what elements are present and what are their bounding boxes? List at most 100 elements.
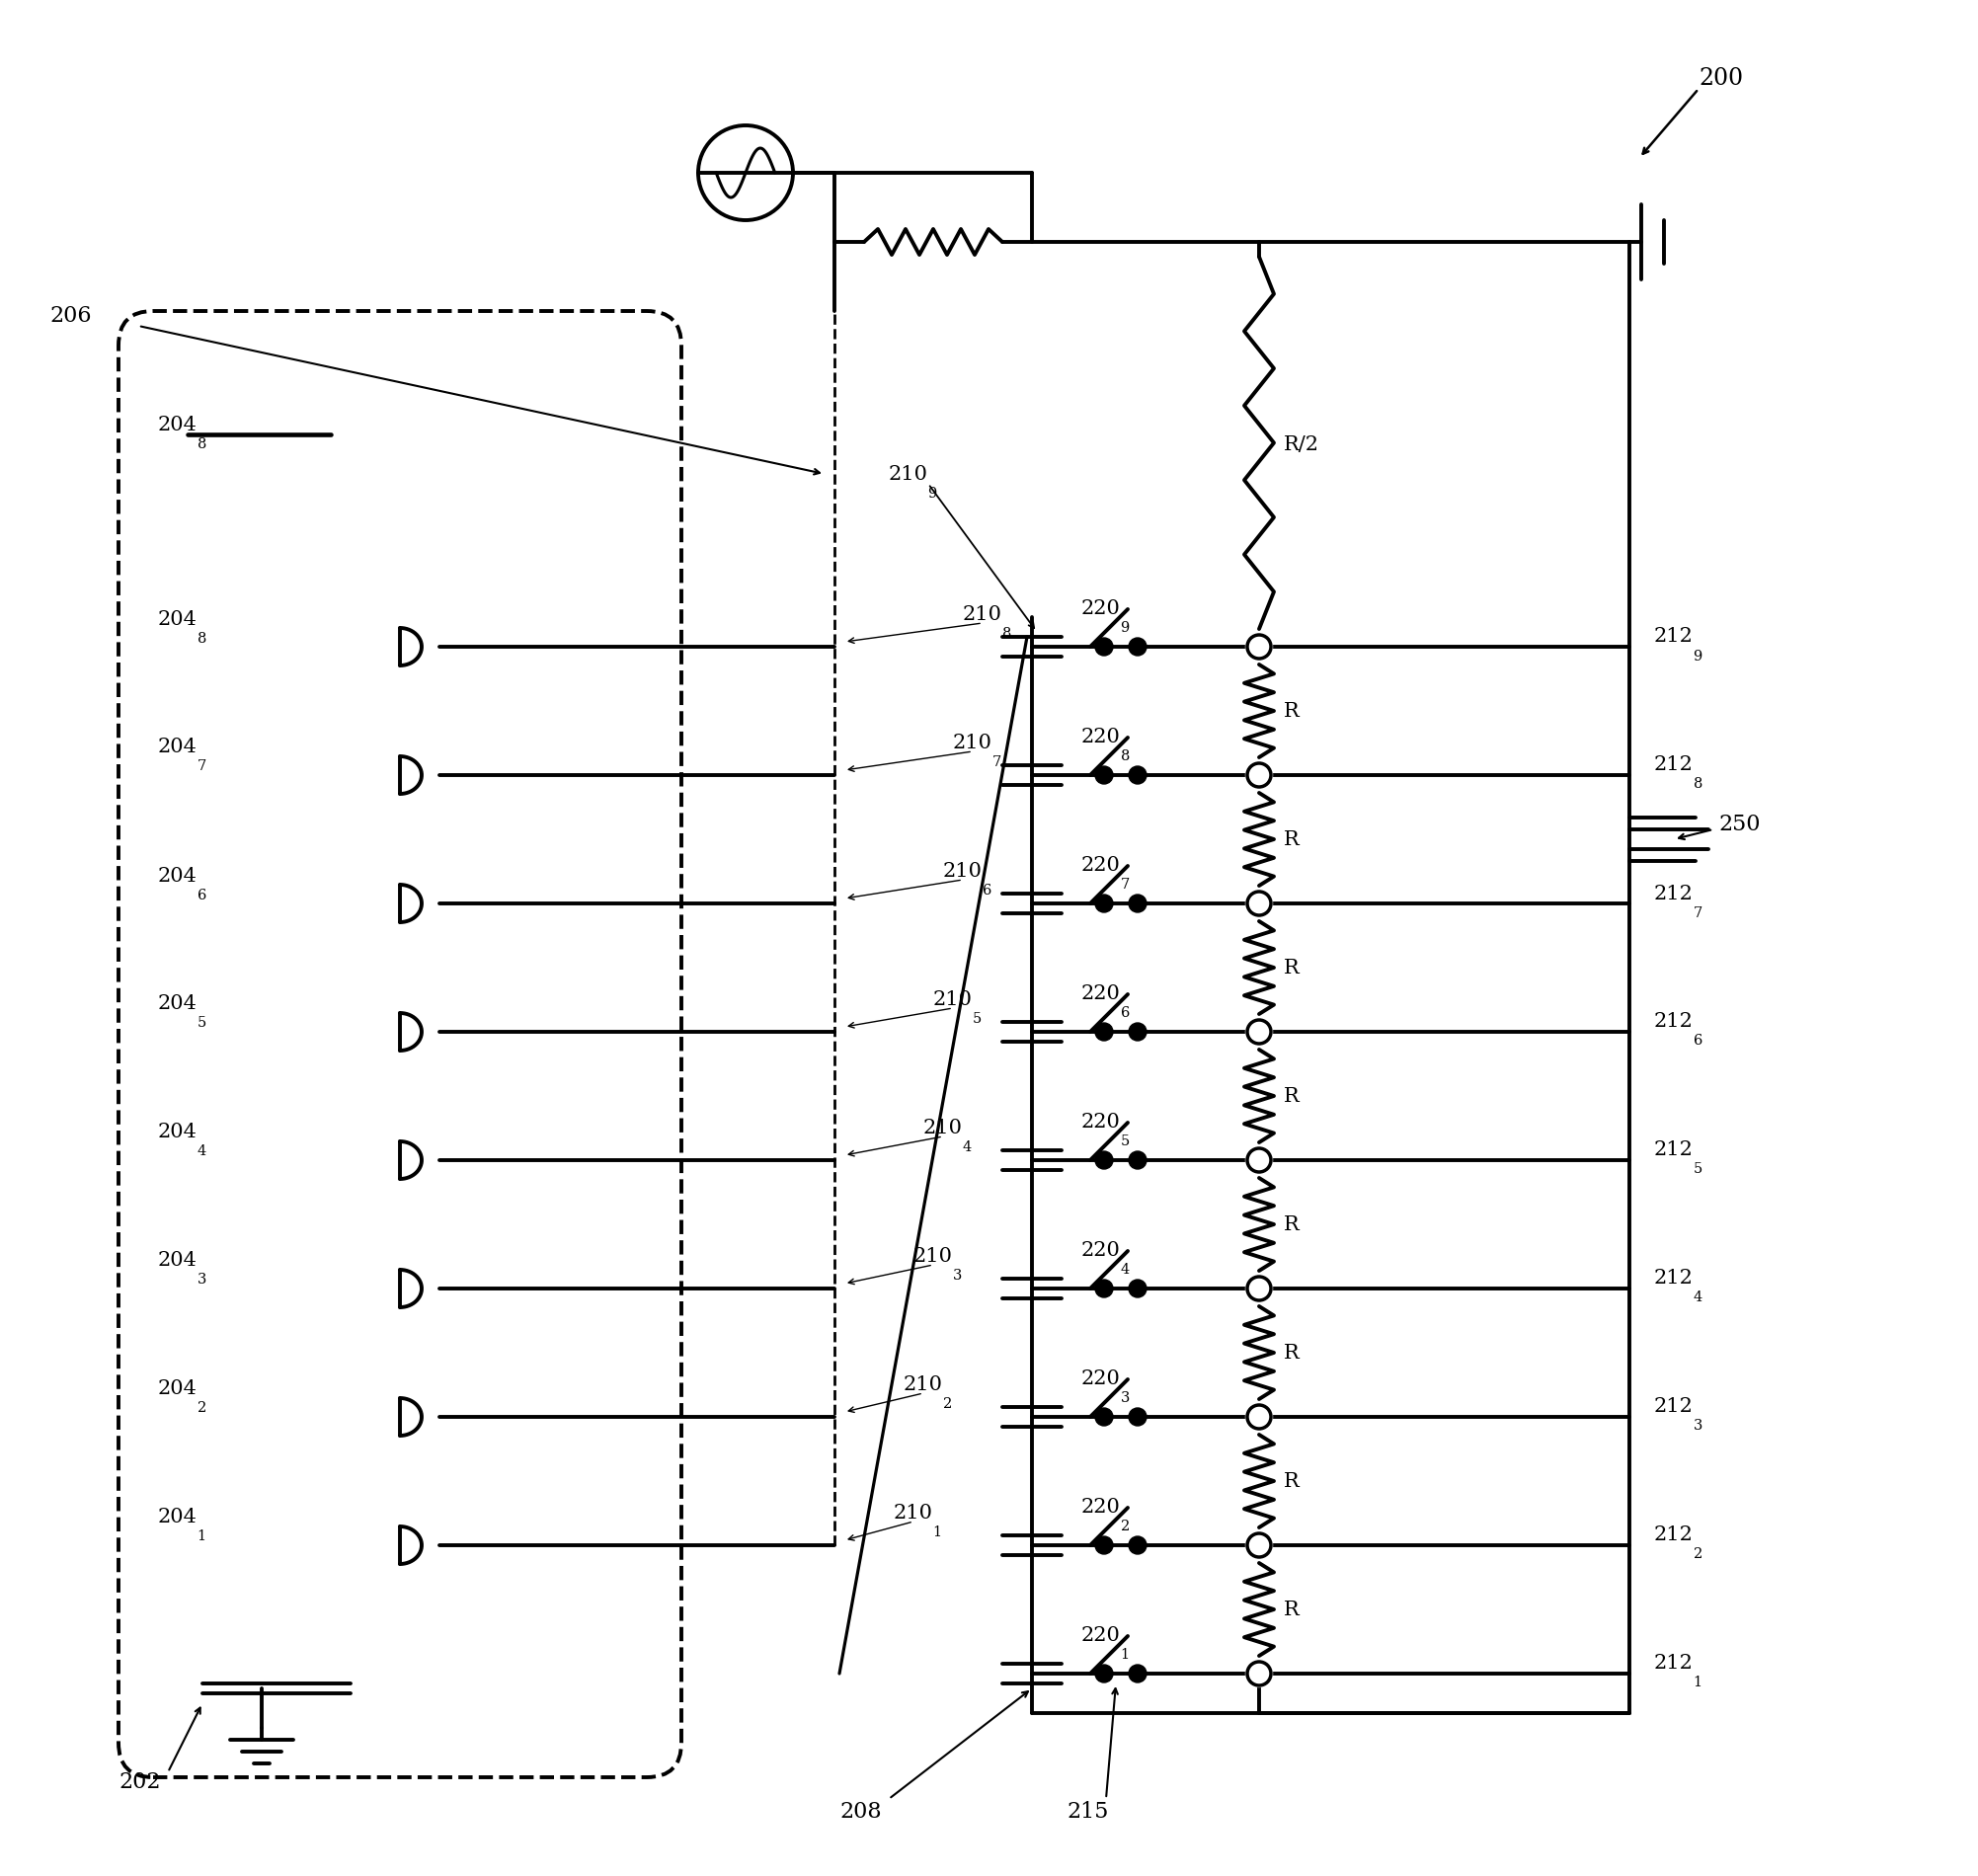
Text: 6: 6 [1120, 1007, 1129, 1021]
Text: 212: 212 [1654, 1013, 1693, 1032]
Circle shape [1096, 1022, 1114, 1041]
Text: R: R [1284, 1600, 1300, 1619]
Circle shape [1096, 1279, 1114, 1298]
Text: 220: 220 [1082, 1369, 1122, 1388]
Text: 212: 212 [1654, 1655, 1693, 1673]
Text: 6: 6 [983, 884, 991, 899]
Text: 2: 2 [1120, 1520, 1129, 1535]
Circle shape [1096, 765, 1114, 784]
Text: 4: 4 [1120, 1263, 1129, 1278]
Text: R: R [1284, 1471, 1300, 1490]
Text: R: R [1284, 1343, 1300, 1362]
Text: R: R [1284, 702, 1300, 720]
Text: 8: 8 [1693, 777, 1703, 792]
Text: 212: 212 [1654, 1525, 1693, 1544]
Circle shape [1096, 1152, 1114, 1169]
Text: 1: 1 [1120, 1649, 1129, 1662]
Circle shape [1096, 1664, 1114, 1683]
Circle shape [1129, 638, 1147, 655]
Text: 2: 2 [198, 1401, 206, 1415]
Text: 212: 212 [1654, 884, 1693, 902]
Text: 220: 220 [1082, 985, 1122, 1004]
Text: 8: 8 [1120, 750, 1129, 764]
Text: 210: 210 [934, 991, 973, 1009]
Text: 204: 204 [158, 1508, 198, 1527]
Text: R: R [1284, 959, 1300, 977]
Text: 3: 3 [1693, 1420, 1703, 1433]
Text: 250: 250 [1719, 814, 1760, 835]
Text: 3: 3 [1120, 1392, 1129, 1405]
Text: 7: 7 [198, 760, 206, 773]
Text: R: R [1284, 1216, 1300, 1234]
Circle shape [1246, 1276, 1272, 1302]
Text: 4: 4 [1693, 1291, 1703, 1306]
Text: 220: 220 [1082, 1112, 1122, 1131]
Text: 220: 220 [1082, 1626, 1122, 1645]
Text: 210: 210 [963, 606, 1003, 625]
Text: 8: 8 [1003, 627, 1011, 642]
Text: 6: 6 [198, 887, 206, 902]
Circle shape [1246, 889, 1272, 917]
Text: 204: 204 [158, 1251, 198, 1270]
Circle shape [1129, 1409, 1147, 1426]
Text: 212: 212 [1654, 756, 1693, 775]
Text: 5: 5 [1693, 1163, 1703, 1176]
Circle shape [1129, 1022, 1147, 1041]
Text: 8: 8 [198, 437, 206, 450]
Circle shape [1096, 638, 1114, 655]
Text: 7: 7 [1693, 906, 1703, 919]
Circle shape [1246, 762, 1272, 788]
Circle shape [1246, 1146, 1272, 1174]
Text: 206: 206 [49, 306, 91, 326]
Text: 2: 2 [944, 1398, 951, 1411]
Text: 5: 5 [198, 1017, 206, 1030]
Text: 7: 7 [1120, 878, 1129, 893]
Text: 204: 204 [158, 1381, 198, 1399]
Text: 4: 4 [963, 1141, 971, 1156]
Circle shape [1129, 1536, 1147, 1553]
Text: 3: 3 [953, 1270, 961, 1283]
Text: 9: 9 [928, 486, 938, 501]
Text: 1: 1 [1693, 1675, 1703, 1690]
Text: 1: 1 [934, 1525, 942, 1540]
Text: 2: 2 [1693, 1548, 1703, 1561]
Text: 204: 204 [158, 610, 198, 628]
Circle shape [1246, 1533, 1272, 1559]
Circle shape [1246, 1403, 1272, 1430]
Text: 220: 220 [1082, 728, 1122, 747]
Text: 208: 208 [839, 1801, 882, 1823]
Text: 202: 202 [119, 1771, 160, 1793]
Text: 210: 210 [953, 734, 993, 752]
Text: 220: 220 [1082, 1499, 1122, 1518]
Text: 200: 200 [1699, 68, 1743, 90]
Text: 210: 210 [914, 1248, 953, 1266]
Text: R: R [1284, 829, 1300, 848]
Circle shape [1129, 765, 1147, 784]
Circle shape [1246, 1660, 1272, 1687]
Text: 7: 7 [993, 756, 1001, 769]
Text: 220: 220 [1082, 857, 1122, 876]
Text: 8: 8 [198, 632, 206, 645]
Text: 220: 220 [1082, 1242, 1122, 1261]
Circle shape [1129, 1152, 1147, 1169]
Text: 212: 212 [1654, 627, 1693, 645]
Text: 9: 9 [1120, 621, 1129, 636]
Text: 204: 204 [158, 737, 198, 756]
Text: 210: 210 [904, 1375, 944, 1394]
Circle shape [1096, 1409, 1114, 1426]
Circle shape [1246, 634, 1272, 660]
Text: 212: 212 [1654, 1270, 1693, 1289]
Text: 220: 220 [1082, 600, 1122, 619]
Text: 212: 212 [1654, 1398, 1693, 1416]
Circle shape [1096, 895, 1114, 912]
Text: R: R [1284, 1086, 1300, 1105]
Circle shape [1096, 1536, 1114, 1553]
Circle shape [1129, 1664, 1147, 1683]
Text: 210: 210 [944, 863, 983, 882]
Circle shape [1129, 895, 1147, 912]
Circle shape [1246, 1019, 1272, 1045]
Text: 204: 204 [158, 994, 198, 1013]
Text: 212: 212 [1654, 1141, 1693, 1159]
Text: 210: 210 [888, 465, 928, 484]
Text: 215: 215 [1066, 1801, 1108, 1823]
